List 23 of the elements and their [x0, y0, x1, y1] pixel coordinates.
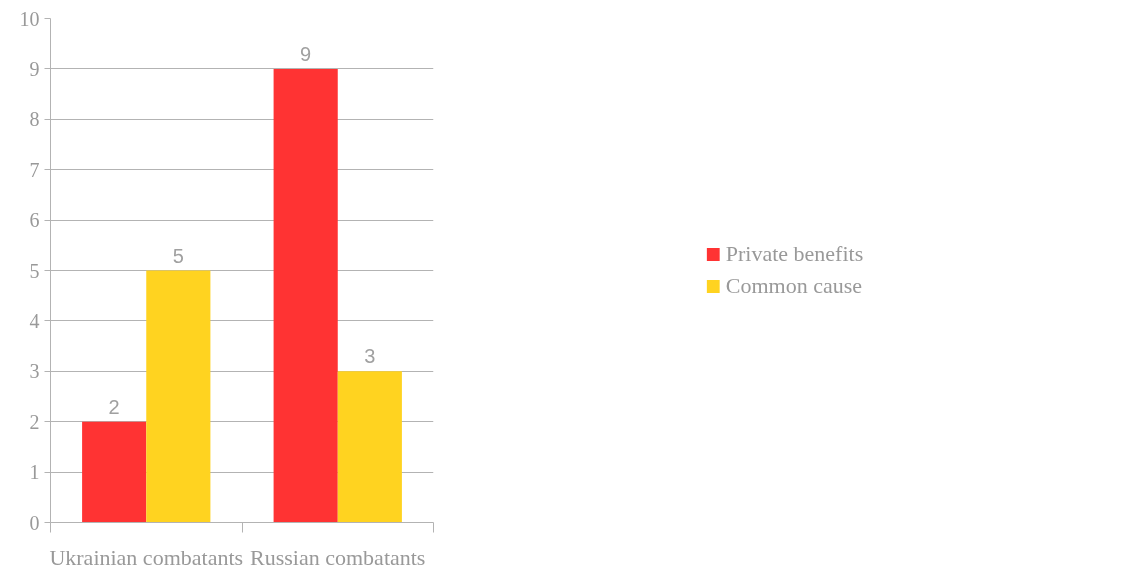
legend-label: Private benefits: [725, 241, 864, 267]
bar: [273, 68, 338, 523]
y-tick-label: 4: [29, 309, 40, 332]
y-tick-label: 0: [29, 511, 40, 534]
y-tick-label: 8: [29, 108, 40, 131]
data-label: 3: [364, 345, 376, 368]
legend-label: Common cause: [725, 273, 863, 299]
x-tick-label: Ukrainian combatants: [49, 544, 244, 570]
bar: [82, 421, 147, 523]
data-label: 9: [300, 42, 312, 65]
x-tick-label: Russian combatants: [250, 544, 426, 570]
bar: [146, 270, 211, 523]
y-tick-label: 2: [29, 410, 40, 433]
y-tick-label: 6: [29, 209, 40, 232]
data-label: 5: [172, 244, 184, 267]
y-tick-label: 1: [29, 461, 40, 484]
y-tick-label: 3: [29, 360, 40, 383]
y-tick-label: 10: [19, 7, 40, 30]
bar: [337, 371, 402, 523]
y-tick-label: 5: [29, 259, 40, 282]
y-tick-label: 7: [29, 158, 40, 181]
data-label: 2: [108, 395, 120, 418]
y-tick-label: 9: [29, 57, 40, 80]
